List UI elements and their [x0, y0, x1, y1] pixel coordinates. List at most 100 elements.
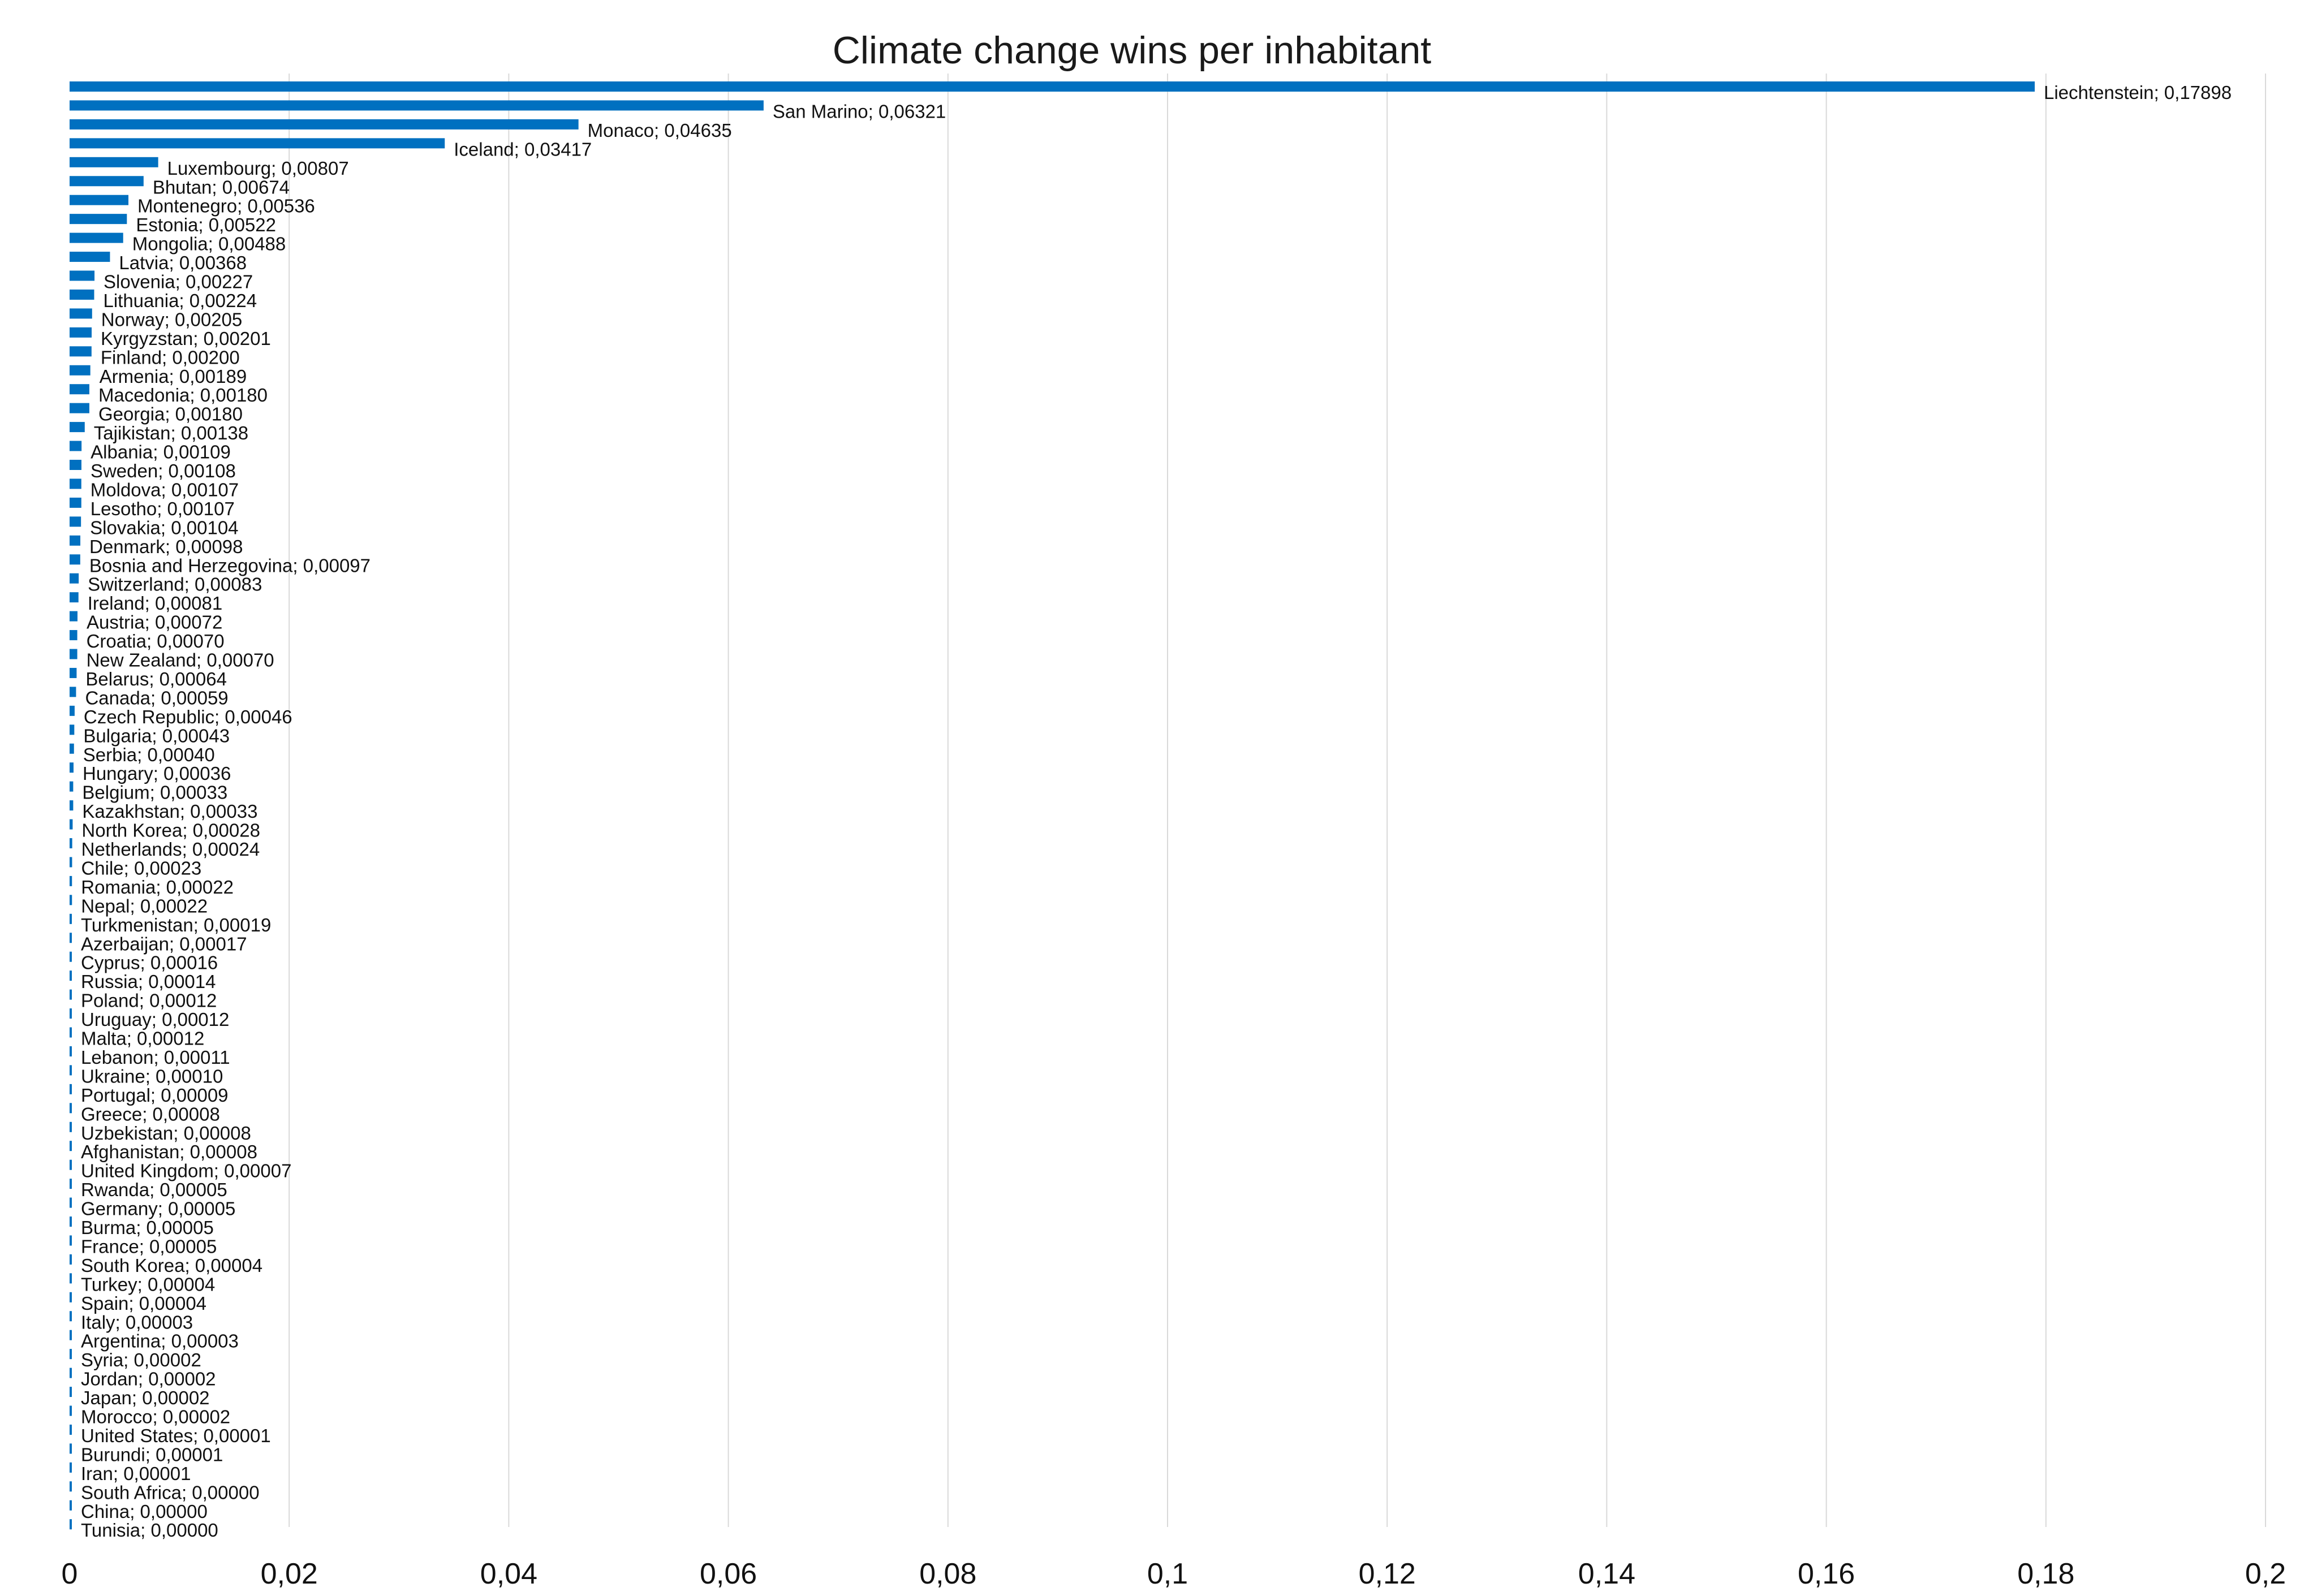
bar: [70, 1273, 72, 1284]
x-tick-label: 0,18: [2017, 1558, 2074, 1590]
bar-data-label: United States; 0,00001: [81, 1425, 271, 1446]
bar-data-label: Argentina; 0,00003: [81, 1331, 239, 1352]
bar-data-label: Moldova; 0,00107: [91, 479, 239, 500]
bar: [70, 1254, 72, 1265]
bar-data-label: South Korea; 0,00004: [81, 1255, 262, 1276]
bar-data-label: Serbia; 0,00040: [83, 744, 215, 765]
gridlines: [288, 74, 2266, 1527]
chart-title: Climate change wins per inhabitant: [833, 29, 1431, 72]
bar: [70, 1065, 72, 1076]
bar: [70, 308, 92, 319]
bar: [70, 270, 95, 281]
bar: [70, 838, 72, 848]
bar-data-label: Belarus; 0,00064: [85, 668, 227, 689]
bar: [70, 1235, 72, 1246]
bar: [70, 989, 72, 1000]
bar: [70, 970, 72, 981]
bar-data-label: Uruguay; 0,00012: [81, 1009, 229, 1030]
bar: [70, 497, 81, 508]
bar: [70, 951, 72, 962]
x-tick-label: 0,14: [1578, 1558, 1635, 1590]
x-tick-label: 0,08: [919, 1558, 976, 1590]
x-tick-label: 0,04: [480, 1558, 537, 1590]
bar-data-label: Burundi; 0,00001: [81, 1444, 223, 1465]
bar: [70, 252, 110, 262]
bar: [70, 1121, 72, 1132]
x-tick-label: 0: [62, 1558, 78, 1590]
bar-data-label: France; 0,00005: [81, 1236, 217, 1257]
bar: [70, 857, 72, 868]
bar: [70, 346, 92, 357]
bar: [70, 573, 79, 584]
bar-data-label: Portugal; 0,00009: [81, 1085, 229, 1106]
bar-data-label: China; 0,00000: [81, 1501, 208, 1522]
bar-data-label: Italy; 0,00003: [81, 1312, 193, 1332]
bar-data-label: Poland; 0,00012: [81, 990, 217, 1011]
bar-data-label: Japan; 0,00002: [81, 1387, 210, 1408]
bar-data-label: Romania; 0,00022: [81, 877, 234, 898]
bar-data-label: Kyrgyzstan; 0,00201: [101, 328, 271, 349]
bar: [70, 875, 72, 886]
x-tick-label: 0,16: [1798, 1558, 1855, 1590]
bar: [70, 1197, 72, 1208]
bar-data-label: Georgia; 0,00180: [98, 404, 243, 425]
bar-data-label: Liechtenstein; 0,17898: [2044, 82, 2232, 103]
bar-data-label: North Korea; 0,00028: [81, 820, 260, 841]
bar: [70, 781, 74, 792]
bar-data-label: Slovenia; 0,00227: [104, 271, 253, 292]
bar: [70, 1462, 72, 1473]
bar-data-label: Uzbekistan; 0,00008: [81, 1123, 251, 1144]
bar-data-label: Sweden; 0,00108: [91, 460, 236, 481]
bar-data-label: Morocco; 0,00002: [81, 1407, 230, 1427]
bar: [70, 157, 158, 167]
bar-data-label: Spain; 0,00004: [81, 1293, 206, 1314]
bar: [70, 724, 75, 735]
bar-data-label: Armenia; 0,00189: [100, 366, 247, 387]
bar: [70, 1368, 72, 1378]
bar: [70, 81, 2035, 92]
bar: [70, 1027, 72, 1038]
bar-data-label: Latvia; 0,00368: [119, 252, 247, 273]
bar-data-label: Slovakia; 0,00104: [90, 517, 238, 538]
bar: [70, 441, 82, 451]
bar-data-label: Chile; 0,00023: [81, 857, 201, 878]
bar-data-label: Russia; 0,00014: [81, 971, 216, 992]
bars: [70, 81, 2035, 1530]
bar: [70, 819, 73, 830]
bar: [70, 460, 81, 470]
bar-data-label: Malta; 0,00012: [81, 1028, 204, 1049]
bar: [70, 1008, 72, 1019]
bar: [70, 535, 81, 546]
bar: [70, 1141, 72, 1151]
bar: [70, 1046, 72, 1056]
bar: [70, 232, 123, 243]
bar: [70, 592, 79, 603]
bar-data-label: Burma; 0,00005: [81, 1217, 214, 1238]
bar: [70, 743, 74, 754]
bar-data-label: Hungary; 0,00036: [83, 763, 231, 784]
bar-data-label: Netherlands; 0,00024: [81, 839, 260, 860]
bar-data-label: Lebanon; 0,00011: [81, 1047, 230, 1068]
bar: [70, 214, 127, 225]
bar: [70, 630, 77, 641]
bar-data-label: Switzerland; 0,00083: [88, 574, 262, 595]
bar-data-label: Bhutan; 0,00674: [153, 176, 290, 197]
bar: [70, 1292, 72, 1302]
x-axis-ticks: 0 0,02 0,04 0,06 0,08 0,1 0,12 0,14 0,16 0,18 0,2: [62, 1558, 2286, 1590]
bar: [70, 1387, 72, 1397]
bar-data-label: Lithuania; 0,00224: [103, 290, 257, 311]
bar-data-label: Germany; 0,00005: [81, 1198, 235, 1219]
bar-data-label: Canada; 0,00059: [85, 687, 228, 708]
bar: [70, 1217, 72, 1227]
bar-data-label: Jordan; 0,00002: [81, 1369, 216, 1390]
bar-data-label: Afghanistan; 0,00008: [81, 1141, 257, 1162]
bar: [70, 516, 81, 527]
bar-data-label: Monaco; 0,04635: [588, 120, 732, 141]
bar-data-label: Cyprus; 0,00016: [81, 952, 218, 973]
bar-data-label: Nepal; 0,00022: [81, 895, 208, 916]
bar: [70, 138, 445, 149]
bar: [70, 933, 72, 943]
bar: [70, 1349, 72, 1360]
bar-data-label: New Zealand; 0,00070: [87, 650, 274, 671]
data-labels: Liechtenstein; 0,17898 San Marino; 0,0632…: [81, 82, 2232, 1541]
